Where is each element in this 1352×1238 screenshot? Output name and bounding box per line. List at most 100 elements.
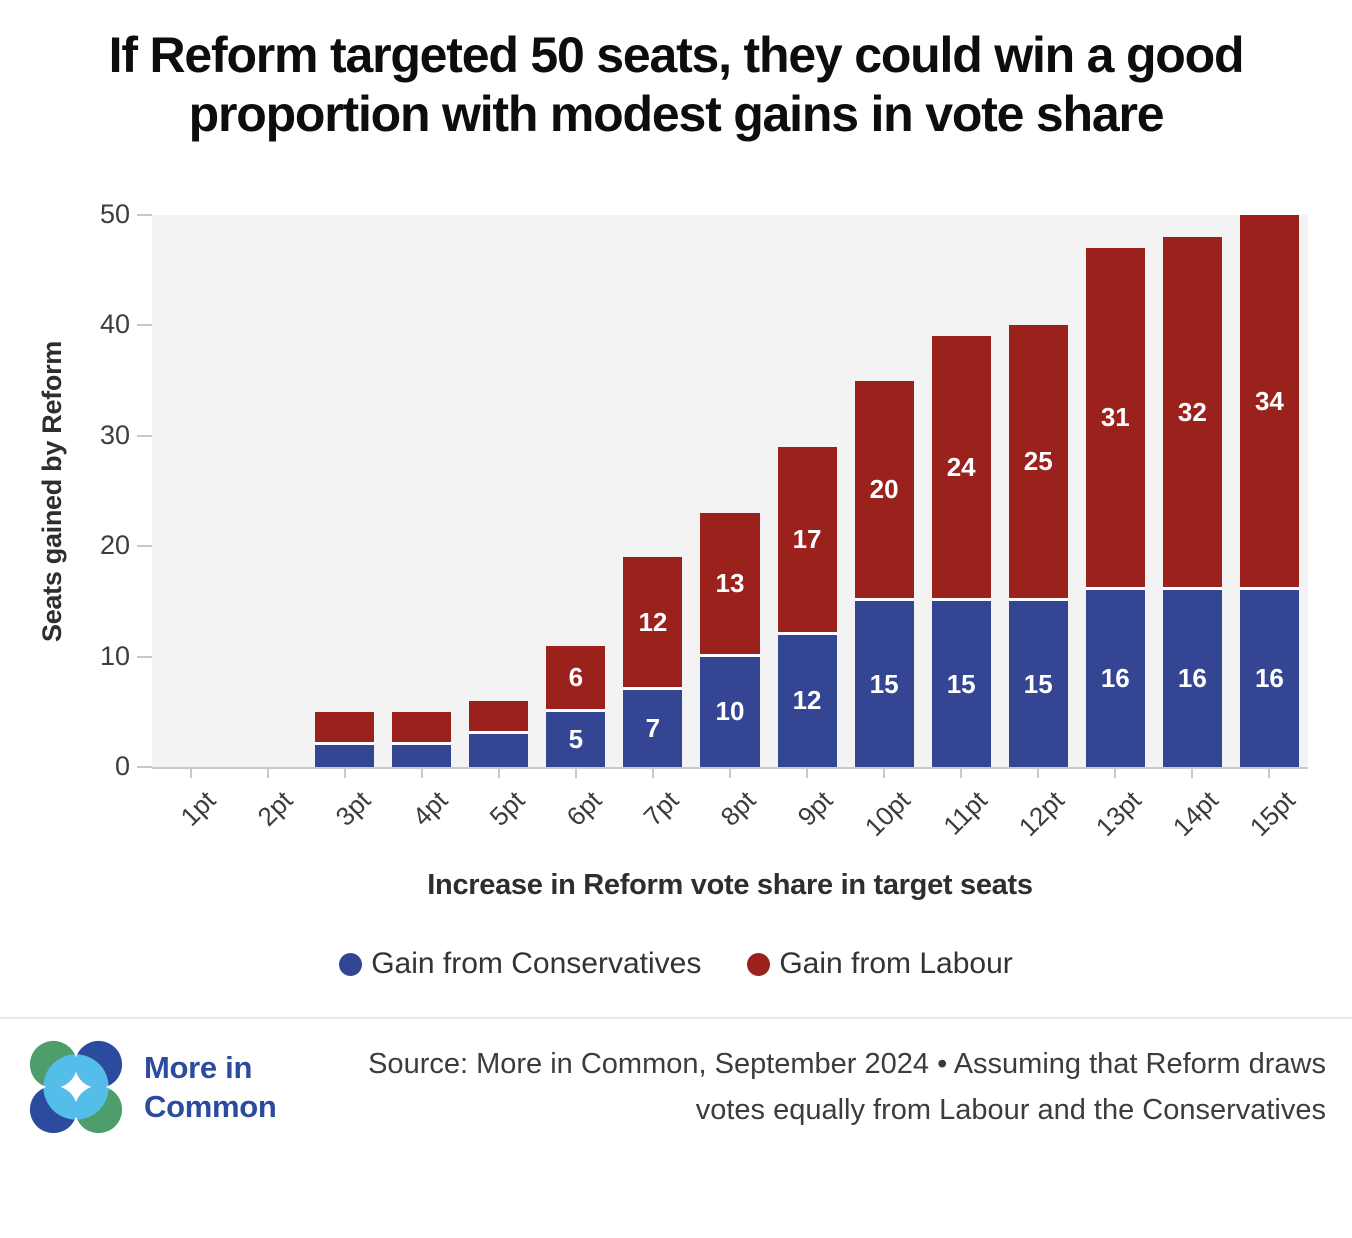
y-tick-mark-30 [137,434,152,437]
bar-12pt: 15 25 [1000,215,1077,767]
y-tick-label-20: 20 [99,530,130,561]
bar-segment-8pt-labour: 13 [700,513,760,657]
x-tick-mark [420,769,423,778]
x-tick-2pt: 2pt [229,769,306,869]
bar-value-label: 25 [1023,446,1053,477]
x-tick-mark [1191,769,1194,778]
bar-8pt: 10 13 [691,215,768,767]
x-tick-label-3pt: 3pt [329,785,376,832]
x-tick-label-8pt: 8pt [714,785,762,832]
x-tick-label-2pt: 2pt [252,785,299,832]
bar-segment-14pt-labour: 32 [1162,237,1222,591]
x-tick-5pt: 5pt [460,769,537,869]
x-tick-8pt: 8pt [691,769,768,869]
bar-segment-9pt-labour: 17 [777,446,837,635]
brand-wordmark-line2: Common [144,1089,277,1124]
y-tick-label-50: 50 [99,199,130,229]
bar-value-label: 31 [1100,402,1130,433]
bar-value-label: 12 [638,606,668,637]
x-tick-label-1pt: 1pt [174,785,222,832]
bar-value-label: 5 [568,723,584,754]
bar-value-label: 34 [1254,385,1284,416]
source-note: Source: More in Common, September 2024 •… [299,1041,1326,1134]
x-tick-mark [960,769,963,778]
bar-value-label: 17 [792,523,822,554]
bar-14pt: 16 32 [1154,215,1231,767]
x-tick-mark [651,769,654,778]
bar-value-label: 32 [1177,396,1207,427]
bar-value-label: 16 [1100,663,1130,694]
bar-segment-3pt-conservatives [315,744,375,767]
x-tick-label-13pt: 13pt [1089,785,1147,842]
bar-segment-7pt-labour: 12 [623,557,683,690]
x-tick-12pt: 12pt [1000,769,1077,869]
x-tick-label-5pt: 5pt [483,785,531,832]
legend-label: Gain from Labour [779,947,1013,980]
source-line1: Source: More in Common, September 2024 •… [368,1047,1326,1080]
y-tick-label-40: 40 [99,309,130,340]
chart-title: If Reform targeted 50 seats, they could … [108,27,1245,142]
bar-segment-6pt-labour: 6 [546,645,606,712]
footer-divider [0,1017,1352,1019]
x-tick-mark [1037,769,1040,778]
x-tick-3pt: 3pt [306,769,383,869]
bar-segment-7pt-conservatives: 7 [623,689,683,767]
x-tick-6pt: 6pt [537,769,614,869]
legend: Gain from Conservatives Gain from Labour [0,947,1352,981]
bar-1pt [152,215,229,767]
plot-area: 5 6 7 12 10 13 12 17 15 20 15 24 15 25 16 31 16 32 16 34 [152,215,1308,769]
bar-value-label: 12 [792,685,822,716]
bar-15pt: 16 34 [1231,215,1308,767]
bar-segment-15pt-labour: 34 [1239,215,1299,591]
legend-dot-icon [339,952,363,976]
bar-3pt [306,215,383,767]
x-tick-15pt: 15pt [1231,769,1308,869]
y-tick-mark-10 [137,655,152,658]
x-tick-label-11pt: 11pt [936,785,993,841]
bar-value-label: 10 [715,696,745,727]
x-tick-7pt: 7pt [614,769,691,869]
footer: More in Common Source: More in Common, S… [0,1027,1352,1135]
bar-segment-15pt-conservatives: 16 [1239,590,1299,767]
bar-segment-11pt-labour: 24 [931,336,991,602]
bar-segment-8pt-conservatives: 10 [700,656,760,767]
bar-segment-12pt-conservatives: 15 [1008,601,1068,767]
bar-5pt [460,215,537,767]
y-tick-mark-20 [137,545,152,548]
legend-label: Gain from Conservatives [371,947,702,980]
bar-segment-11pt-conservatives: 15 [931,601,991,767]
bar-value-label: 24 [946,451,976,482]
bar-segment-3pt-labour [315,711,375,745]
bar-segment-6pt-conservatives: 5 [546,711,606,767]
chart: Seats gained by Reform 5 6 7 12 10 13 12 17 15 20… [0,199,1352,923]
x-tick-mark [1268,769,1271,778]
bar-9pt: 12 17 [769,215,846,767]
x-tick-mark [883,769,886,778]
bar-segment-4pt-conservatives [392,744,452,767]
x-tick-4pt: 4pt [383,769,460,869]
bar-value-label: 6 [568,661,584,692]
bar-segment-13pt-labour: 31 [1085,248,1145,591]
bar-segment-10pt-labour: 20 [854,380,914,602]
x-axis-title: Increase in Reform vote share in target … [427,869,1033,901]
x-tick-mark [728,769,731,778]
bar-segment-12pt-labour: 25 [1008,325,1068,602]
bar-7pt: 7 12 [614,215,691,767]
bar-segment-5pt-labour [469,700,529,734]
brand-wordmark: More in Common [144,1048,277,1126]
y-tick-label-30: 30 [99,419,130,450]
x-tick-label-15pt: 15pt [1243,785,1301,842]
y-tick-label-10: 10 [99,640,130,671]
x-axis: 1pt 2pt 3pt 4pt 5pt 6pt 7pt 8pt 9pt 10pt 11pt 12pt 1… [152,769,1308,869]
x-tick-label-10pt: 10pt [858,785,916,842]
bar-segment-14pt-conservatives: 16 [1162,590,1222,767]
x-tick-label-12pt: 12pt [1012,785,1070,842]
legend-item-conservatives: Gain from Conservatives [339,947,701,981]
bar-11pt: 15 24 [923,215,1000,767]
bar-segment-9pt-conservatives: 12 [777,634,837,767]
x-tick-14pt: 14pt [1154,769,1231,869]
x-tick-13pt: 13pt [1077,769,1154,869]
x-tick-11pt: 11pt [923,769,1000,869]
bar-segment-13pt-conservatives: 16 [1085,590,1145,767]
